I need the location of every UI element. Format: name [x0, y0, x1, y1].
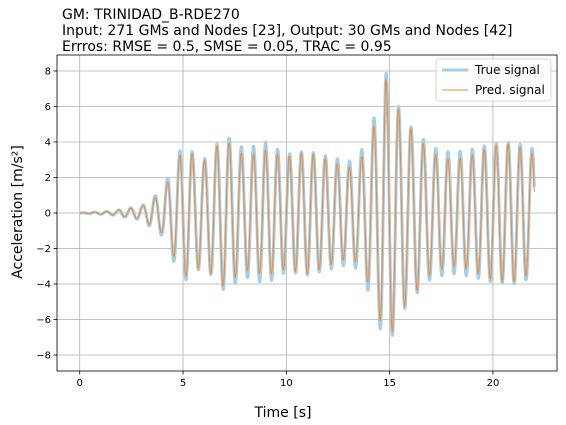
y-tick-label: −8 [36, 351, 51, 362]
x-tick-label: 0 [77, 378, 83, 389]
legend-label-pred-signal: Pred. signal [475, 83, 545, 97]
y-tick-label: 0 [45, 209, 51, 220]
x-tick-label: 5 [180, 378, 186, 389]
legend-label-true-signal: True signal [474, 63, 540, 77]
series-pred-signal [79, 79, 535, 333]
x-tick-label: 10 [280, 378, 293, 389]
y-axis-ticks: −8 −6 −4 −2 0 2 4 6 8 [36, 66, 57, 362]
y-axis-label: Acceleration [m/s²] [10, 145, 26, 279]
y-tick-label: 4 [45, 137, 51, 148]
x-tick-label: 20 [487, 378, 500, 389]
y-tick-label: 2 [45, 173, 51, 184]
y-tick-label: −2 [36, 244, 51, 255]
x-axis-ticks: 0 5 10 15 20 [77, 371, 500, 389]
y-tick-label: −4 [36, 280, 51, 291]
x-axis-label: Time [s] [254, 405, 312, 421]
y-tick-label: 8 [45, 66, 51, 77]
x-tick-label: 15 [383, 378, 396, 389]
y-tick-label: 6 [45, 102, 51, 113]
title-line-3: Errros: RMSE = 0.5, SMSE = 0.05, TRAC = … [62, 39, 392, 55]
chart-title: GM: TRINIDAD_B-RDE270 Input: 271 GMs and… [62, 7, 513, 55]
legend: True signal Pred. signal [435, 58, 552, 102]
title-line-1: GM: TRINIDAD_B-RDE270 [62, 7, 240, 23]
title-line-2: Input: 271 GMs and Nodes [23], Output: 3… [62, 23, 513, 39]
series-layer [78, 71, 536, 337]
y-tick-label: −6 [36, 315, 51, 326]
